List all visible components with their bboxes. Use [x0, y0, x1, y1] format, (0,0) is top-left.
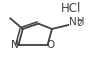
Text: NH: NH — [69, 17, 85, 27]
Text: 2: 2 — [78, 19, 82, 28]
Text: N: N — [11, 40, 19, 50]
Text: HCl: HCl — [61, 2, 82, 15]
Text: O: O — [46, 40, 55, 50]
